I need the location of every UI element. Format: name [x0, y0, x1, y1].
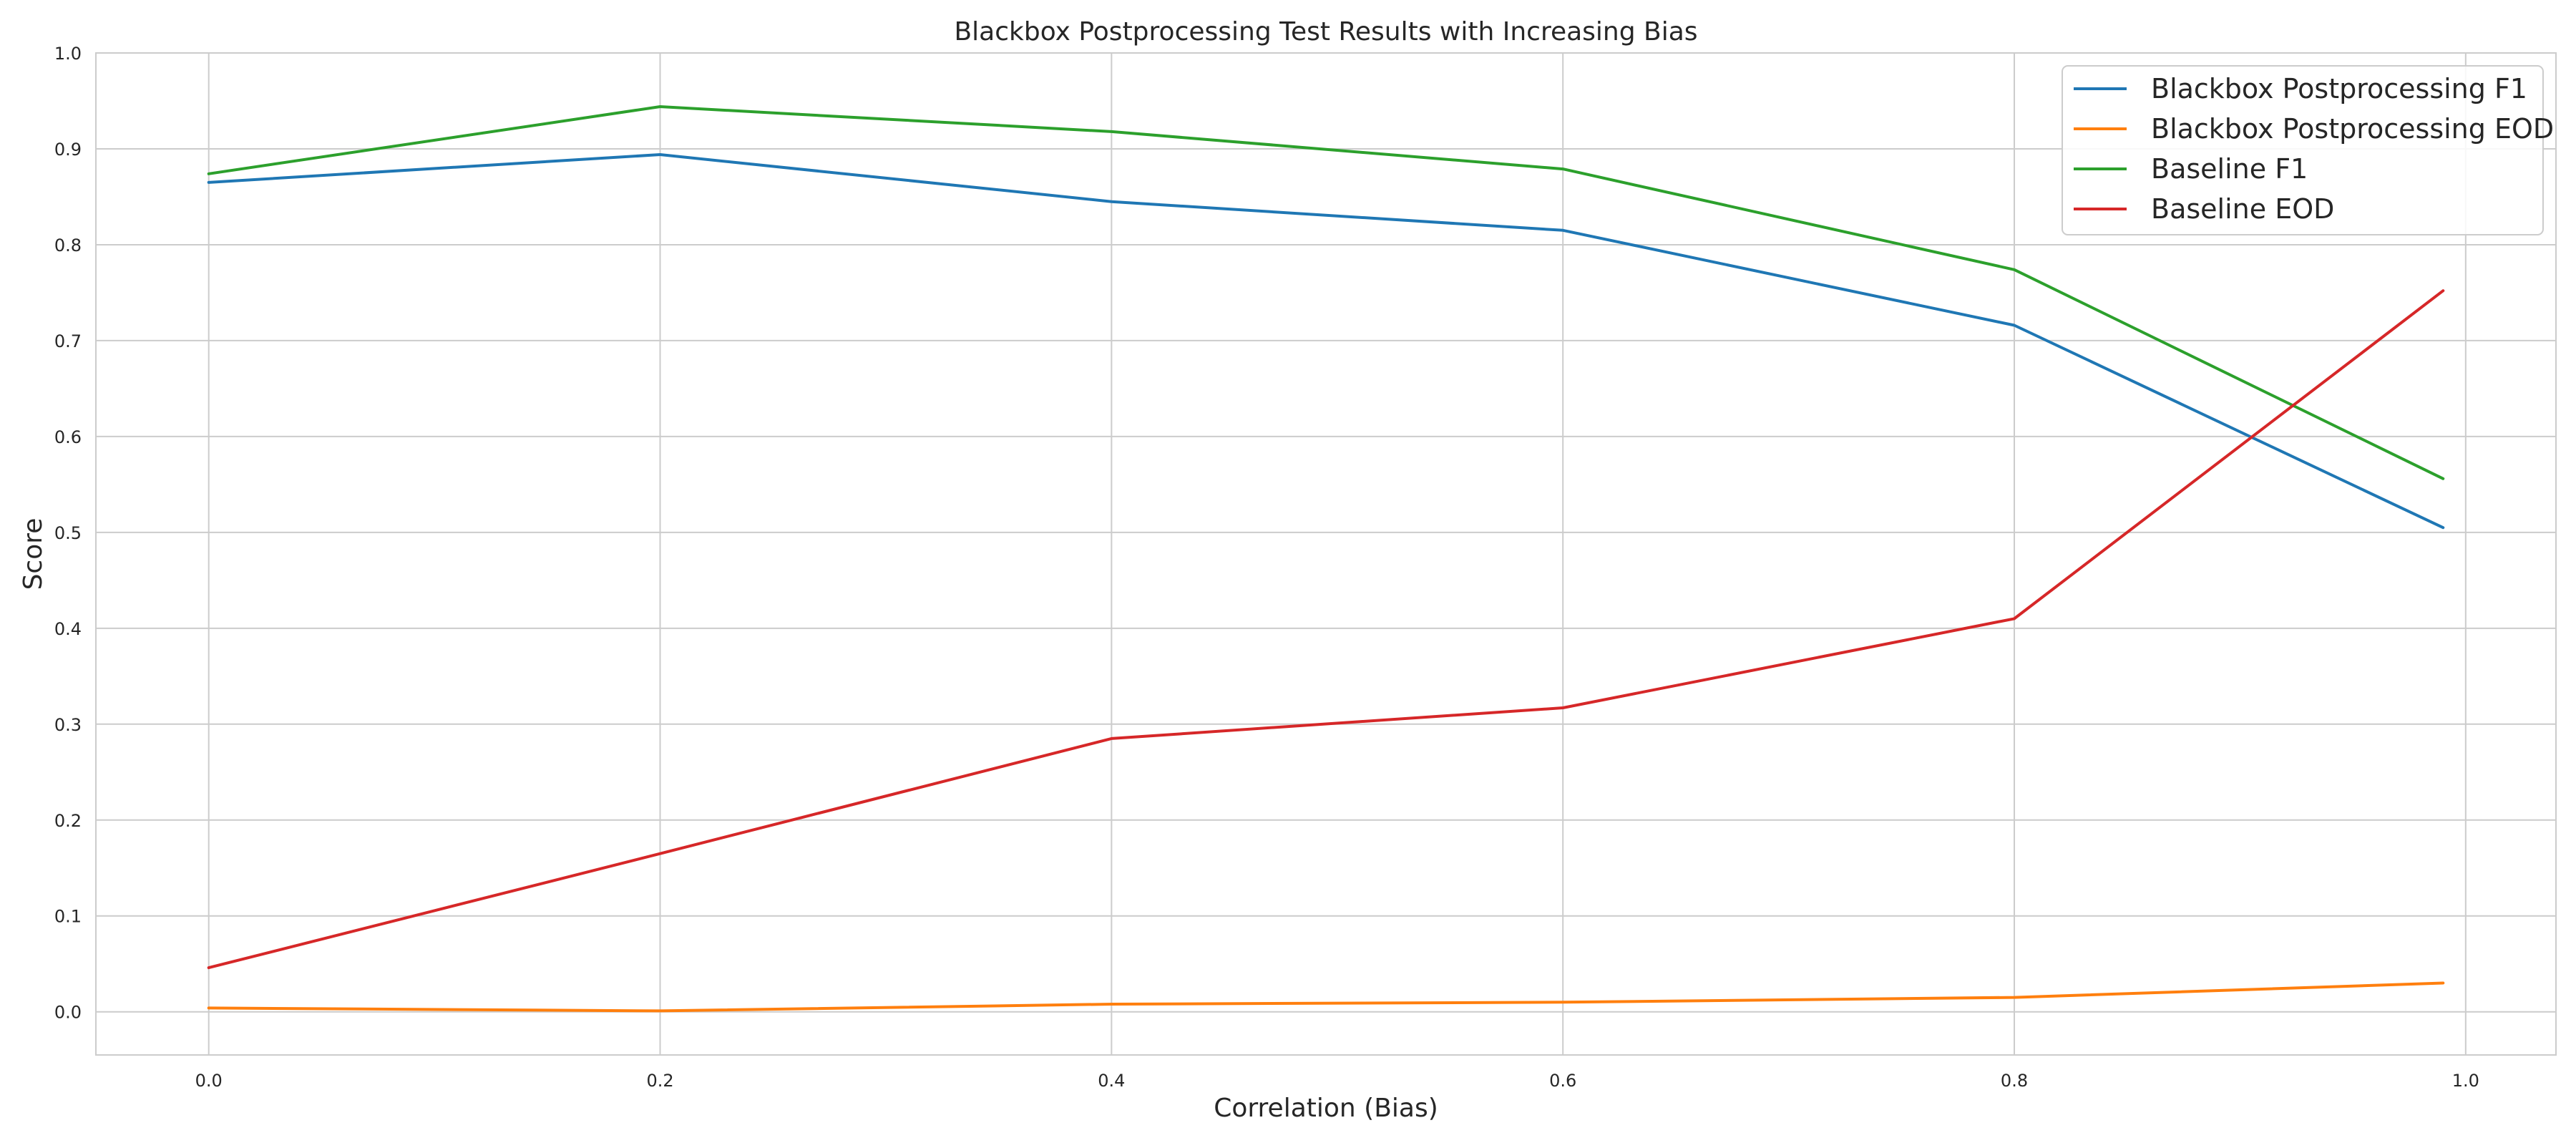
x-tick-label: 0.8: [2001, 1071, 2028, 1091]
series-lines: [207, 105, 2445, 1013]
y-tick-label: 0.4: [54, 619, 82, 639]
y-tick-label: 0.2: [54, 811, 82, 831]
x-axis-label: Correlation (Bias): [1214, 1094, 1438, 1123]
y-tick-label: 0.6: [54, 427, 82, 447]
y-tick-label: 1.0: [54, 44, 82, 64]
y-axis-label: Score: [19, 518, 48, 590]
y-tick-label: 0.3: [54, 715, 82, 735]
x-tick-label: 0.6: [1549, 1071, 1576, 1091]
legend-label: Blackbox Postprocessing F1: [2151, 73, 2527, 104]
x-tick-label: 0.0: [195, 1071, 223, 1091]
series-line-4: [207, 289, 2445, 970]
legend: Blackbox Postprocessing F1 Blackbox Postp…: [2062, 65, 2554, 235]
y-tick-label: 0.7: [54, 331, 82, 351]
x-tick-label: 0.2: [646, 1071, 673, 1091]
legend-label: Baseline EOD: [2151, 193, 2334, 225]
y-tick-label: 0.5: [54, 523, 82, 543]
x-tick-label: 1.0: [2452, 1071, 2479, 1091]
x-tick-label: 0.4: [1098, 1071, 1125, 1091]
plot-area-frame: [95, 52, 2557, 1056]
y-tick-label: 0.0: [54, 1003, 82, 1023]
axis-ticks: 0.0 0.2 0.4 0.6 0.8 1.0 0.0 0.1 0.2 0.3 0.4 0.5 0.6 0…: [54, 44, 2479, 1091]
legend-label: Baseline F1: [2151, 153, 2308, 185]
y-tick-label: 0.9: [54, 140, 82, 160]
series-line-1: [207, 153, 2445, 530]
y-tick-label: 0.1: [54, 907, 82, 927]
legend-box: [2062, 65, 2544, 235]
chart-title: Blackbox Postprocessing Test Results wit…: [954, 17, 1697, 47]
legend-label: Blackbox Postprocessing EOD: [2151, 113, 2554, 145]
series-line-3: [207, 105, 2445, 480]
series-line-2: [207, 981, 2445, 1013]
y-tick-label: 0.8: [54, 235, 82, 256]
